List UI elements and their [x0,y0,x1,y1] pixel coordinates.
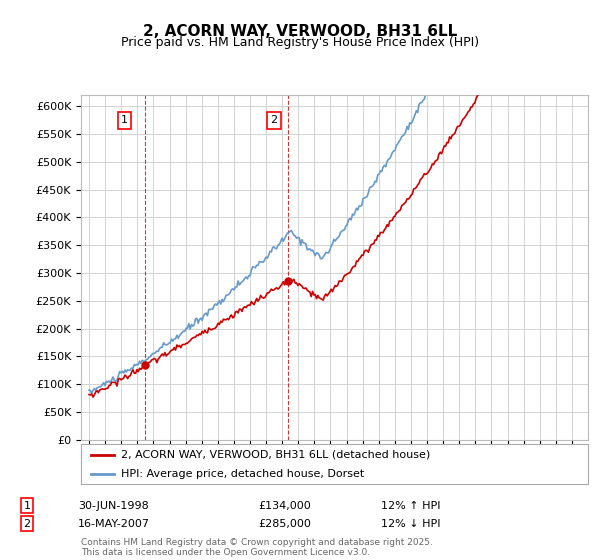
Text: Price paid vs. HM Land Registry's House Price Index (HPI): Price paid vs. HM Land Registry's House … [121,36,479,49]
Text: 12% ↓ HPI: 12% ↓ HPI [381,519,440,529]
Text: 1: 1 [23,501,31,511]
Text: 16-MAY-2007: 16-MAY-2007 [78,519,150,529]
Text: 30-JUN-1998: 30-JUN-1998 [78,501,149,511]
Text: 2: 2 [271,115,278,125]
Text: Contains HM Land Registry data © Crown copyright and database right 2025.
This d: Contains HM Land Registry data © Crown c… [81,538,433,557]
Text: 12% ↑ HPI: 12% ↑ HPI [381,501,440,511]
Text: 2: 2 [23,519,31,529]
Text: £285,000: £285,000 [258,519,311,529]
Text: 1: 1 [121,115,128,125]
Text: HPI: Average price, detached house, Dorset: HPI: Average price, detached house, Dors… [121,469,364,479]
Text: 2, ACORN WAY, VERWOOD, BH31 6LL (detached house): 2, ACORN WAY, VERWOOD, BH31 6LL (detache… [121,450,430,460]
Text: 2, ACORN WAY, VERWOOD, BH31 6LL: 2, ACORN WAY, VERWOOD, BH31 6LL [143,24,457,39]
Text: £134,000: £134,000 [258,501,311,511]
